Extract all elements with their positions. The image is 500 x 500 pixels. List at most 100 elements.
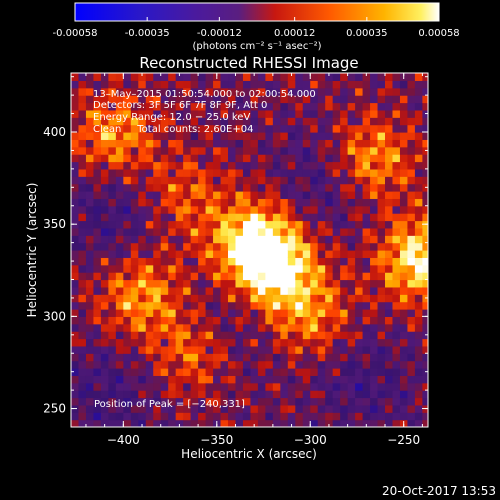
heatmap-cell xyxy=(93,176,102,185)
heatmap-cell xyxy=(347,272,356,281)
heatmap-cell xyxy=(332,382,341,391)
heatmap-cell xyxy=(325,220,334,229)
heatmap-cell xyxy=(175,272,184,281)
heatmap-cell xyxy=(123,117,132,126)
heatmap-cell xyxy=(235,404,244,413)
heatmap-cell xyxy=(265,227,274,236)
heatmap-cell xyxy=(242,382,252,391)
heatmap-cell xyxy=(370,117,379,126)
heatmap-cell xyxy=(370,250,379,258)
heatmap-cell xyxy=(138,412,147,421)
heatmap-cell xyxy=(265,323,274,332)
heatmap-cell xyxy=(130,95,139,104)
heatmap-cell xyxy=(138,139,147,148)
heatmap-cell xyxy=(130,191,139,199)
heatmap-cell xyxy=(183,102,192,111)
heatmap-cell xyxy=(257,139,266,148)
heatmap-cell xyxy=(205,368,214,376)
heatmap-cell xyxy=(71,257,80,266)
heatmap-cell xyxy=(310,132,319,140)
heatmap-cell xyxy=(242,294,252,303)
heatmap-cell xyxy=(220,397,229,406)
heatmap-cell xyxy=(399,161,409,170)
heatmap-cell xyxy=(272,404,281,413)
heatmap-cell xyxy=(414,412,423,421)
heatmap-cell xyxy=(257,176,266,185)
heatmap-cell xyxy=(85,360,95,369)
heatmap-cell xyxy=(228,323,237,332)
heatmap-cell xyxy=(265,338,274,347)
heatmap-cell xyxy=(302,375,311,384)
heatmap-cell xyxy=(280,338,289,347)
heatmap-cell xyxy=(213,139,222,148)
heatmap-cell xyxy=(108,242,117,251)
heatmap-cell xyxy=(175,360,184,369)
heatmap-cell xyxy=(123,102,132,111)
heatmap-cell xyxy=(250,205,259,214)
heatmap-cell xyxy=(265,168,274,177)
heatmap-cell xyxy=(123,87,132,96)
heatmap-cell xyxy=(310,117,319,126)
heatmap-cell xyxy=(198,419,207,427)
heatmap-cell xyxy=(422,176,428,185)
heatmap-cell xyxy=(310,323,319,332)
heatmap-cell xyxy=(257,87,266,96)
heatmap-cell xyxy=(265,109,274,118)
heatmap-cell xyxy=(168,242,177,251)
heatmap-cell xyxy=(302,102,311,111)
heatmap-cell xyxy=(160,227,169,236)
heatmap-cell xyxy=(108,257,117,266)
heatmap-cell xyxy=(235,286,244,295)
heatmap-cell xyxy=(265,176,274,185)
heatmap-cell xyxy=(115,102,124,111)
heatmap-cell xyxy=(414,198,423,207)
heatmap-cell xyxy=(370,235,379,244)
heatmap-cell xyxy=(93,412,102,421)
heatmap-cell xyxy=(385,213,394,222)
heatmap-cell xyxy=(340,205,349,214)
heatmap-cell xyxy=(175,146,184,155)
heatmap-cell xyxy=(272,198,281,207)
heatmap-cell xyxy=(85,316,95,325)
heatmap-cell xyxy=(115,154,124,163)
heatmap-cell xyxy=(71,227,80,236)
heatmap-cell xyxy=(347,95,356,104)
heatmap-cell xyxy=(168,309,177,317)
heatmap-cell xyxy=(287,117,296,126)
heatmap-cell xyxy=(407,286,416,295)
heatmap-cell xyxy=(175,124,184,133)
heatmap-cell xyxy=(325,257,334,266)
heatmap-cell xyxy=(250,397,259,406)
heatmap-cell xyxy=(392,397,401,406)
heatmap-cell xyxy=(198,168,207,177)
heatmap-cell xyxy=(310,139,319,148)
heatmap-cell xyxy=(220,146,229,155)
heatmap-cell xyxy=(355,139,364,148)
heatmap-cell xyxy=(392,390,401,399)
heatmap-cell xyxy=(340,323,349,332)
heatmap-cell xyxy=(355,279,364,288)
heatmap-cell xyxy=(407,161,416,170)
heatmap-cell xyxy=(310,382,319,391)
heatmap-cell xyxy=(242,316,252,325)
heatmap-cell xyxy=(370,345,379,354)
heatmap-cell xyxy=(228,80,237,89)
heatmap-cell xyxy=(295,117,304,126)
heatmap-cell xyxy=(235,353,244,362)
heatmap-cell xyxy=(257,220,266,229)
heatmap-cell xyxy=(414,176,423,185)
heatmap-cell xyxy=(220,301,229,310)
heatmap-cell xyxy=(100,382,109,391)
heatmap-cell xyxy=(160,353,169,362)
heatmap-cell xyxy=(422,227,428,236)
heatmap-cell xyxy=(310,95,319,104)
heatmap-cell xyxy=(302,382,311,391)
heatmap-cell xyxy=(168,102,177,111)
heatmap-cell xyxy=(71,272,80,281)
heatmap-cell xyxy=(362,390,371,399)
heatmap-cell xyxy=(138,338,147,347)
heatmap-cell xyxy=(340,419,349,427)
heatmap-cell xyxy=(280,80,289,89)
heatmap-cell xyxy=(265,368,274,376)
heatmap-cell xyxy=(340,176,349,185)
